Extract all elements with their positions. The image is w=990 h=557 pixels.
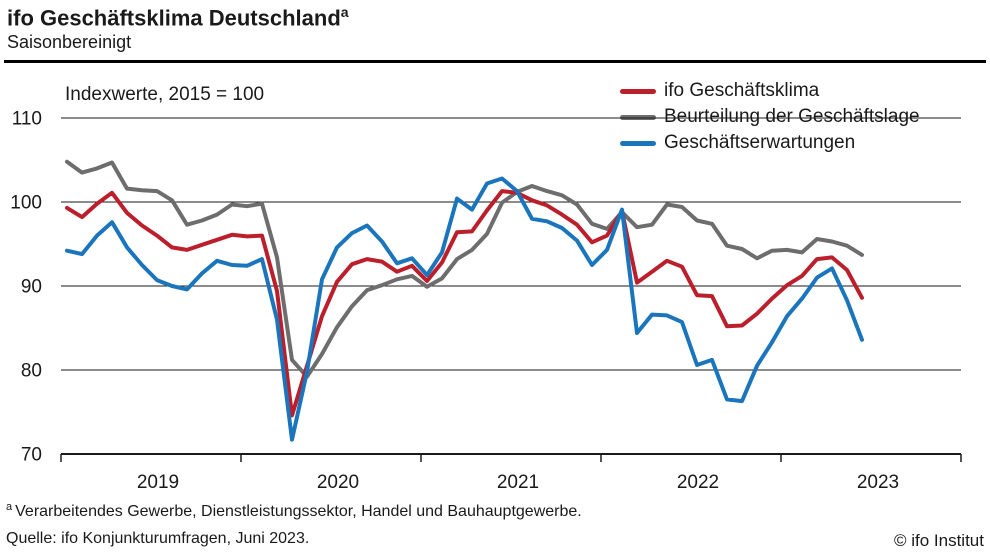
header-divider	[4, 60, 986, 63]
series-line-ifo-gesch-ftsklima	[65, 189, 864, 418]
legend-swatch	[620, 88, 656, 94]
series-line-gesch-ftserwartungen	[65, 176, 864, 442]
y-axis-label: 90	[21, 277, 42, 298]
page-subtitle: Saisonbereinigt	[7, 32, 132, 52]
x-axis-label: 2023	[857, 472, 899, 493]
page-title: ifo Geschäftsklima Deutschlanda	[7, 4, 349, 31]
legend-item-klima: ifo Geschäftsklima	[620, 78, 988, 104]
legend-swatch	[620, 114, 656, 120]
y-axis-label: 80	[21, 361, 42, 382]
copyright: © ifo Institut	[893, 531, 984, 550]
series-line-beurteilung-der-gesch-ftslage	[65, 159, 864, 379]
legend-label: Geschäftserwartungen	[664, 132, 856, 153]
page-title-text: ifo Geschäftsklima Deutschland	[7, 5, 341, 31]
legend-item-erwartungen: Geschäftserwartungen	[620, 130, 988, 156]
index-note: Indexwerte, 2015 = 100	[65, 84, 265, 105]
y-axis-label: 100	[10, 193, 42, 214]
x-axis-label: 2021	[497, 472, 539, 493]
y-axis-label: 110	[12, 109, 42, 130]
legend-label: Beurteilung der Geschäftslage	[664, 106, 920, 127]
title-footnote-marker: a	[340, 4, 349, 20]
footnote: a Verarbeitendes Gewerbe, Dienstleistungs…	[6, 501, 582, 521]
legend: ifo Geschäftsklima Beurteilung der Gesch…	[620, 78, 988, 156]
footnote-marker: a	[6, 501, 13, 513]
legend-swatch	[620, 140, 656, 146]
footnote-text: Verarbeitendes Gewerbe, Dienstleistungss…	[15, 503, 582, 521]
x-axis-label: 2020	[317, 472, 359, 493]
source-line: Quelle: ifo Konjunkturumfragen, Juni 202…	[6, 530, 310, 547]
x-axis-label: 2022	[677, 472, 719, 493]
y-axis-label: 70	[21, 445, 42, 466]
x-axis-label: 2019	[137, 472, 179, 493]
legend-item-lage: Beurteilung der Geschäftslage	[620, 104, 988, 130]
legend-label: ifo Geschäftsklima	[664, 80, 820, 101]
